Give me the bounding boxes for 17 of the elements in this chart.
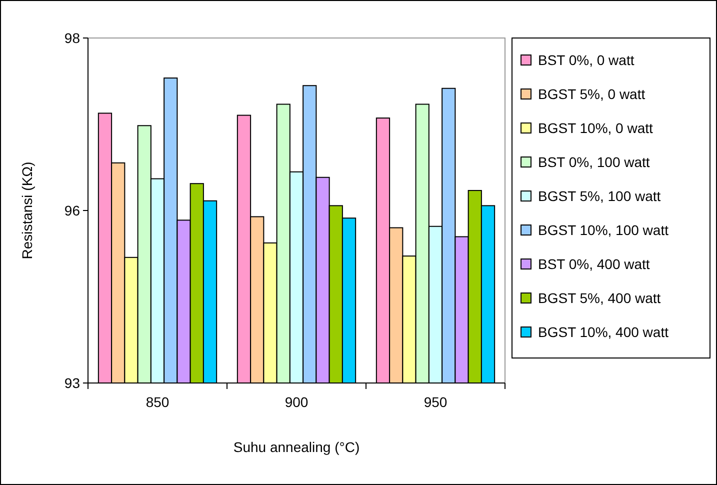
legend-label: BGST 5%, 100 watt [538,188,661,204]
legend-label: BGST 5%, 400 watt [538,290,661,306]
x-axis-title: Suhu annealing (°C) [233,439,360,455]
x-tick-label: 900 [284,394,308,410]
x-tick-label: 950 [424,394,448,410]
legend-label: BGST 10%, 100 watt [538,222,669,238]
legend-label: BGST 10%, 400 watt [538,324,669,340]
y-tick-label: 93 [64,374,80,391]
legend-label: BST 0%, 400 watt [538,256,650,272]
legend-label: BGST 5%, 0 watt [538,86,646,102]
legend-label: BST 0%, 0 watt [538,52,634,68]
x-tick-label: 850 [146,394,170,410]
y-axis-title: Resistansi (KΩ) [19,162,35,260]
y-tick-label: 96 [64,202,80,218]
legend-label: BGST 10%, 0 watt [538,120,654,136]
y-tick-label: 98 [64,30,80,46]
legend-label: BST 0%, 100 watt [538,154,650,170]
